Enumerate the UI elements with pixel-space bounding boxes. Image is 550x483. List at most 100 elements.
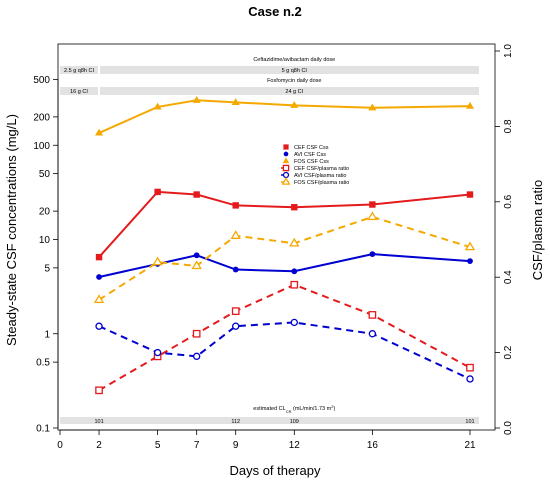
- x-tick-label-2: 5: [155, 440, 161, 451]
- plot-border: [57, 43, 496, 431]
- point-0-2: [193, 191, 200, 198]
- point-0-1: [154, 188, 161, 196]
- fos-band-main: [100, 87, 479, 95]
- left-tick-label-6: 50: [39, 169, 51, 180]
- point-3-3: [231, 307, 240, 315]
- clearance-value-1: 112: [231, 419, 240, 425]
- point-5-0: [93, 294, 105, 304]
- point-2-4: [290, 101, 299, 108]
- point-2-0: [94, 128, 104, 136]
- x-tick-label-7: 21: [464, 440, 476, 451]
- right-tick-label-5: 1.0: [503, 44, 514, 58]
- left-tick-label-7: 100: [33, 141, 50, 152]
- x-tick-label-3: 7: [194, 440, 200, 451]
- legend-marker-5: [281, 177, 291, 185]
- point-4-2: [192, 352, 201, 361]
- right-axis: 0.0 0.2 0.4 0.6 0.8 1.0: [495, 44, 514, 435]
- x-axis-label: Days of therapy: [229, 463, 321, 478]
- x-tick-label-4: 9: [233, 440, 239, 451]
- point-1-3: [232, 266, 239, 273]
- x-tick-label-6: 16: [367, 440, 379, 451]
- point-4-1: [153, 348, 162, 357]
- fos-left-label: 16 g CI: [70, 89, 88, 95]
- left-tick-label-0: 0.1: [36, 424, 50, 435]
- fos-band-left: [60, 87, 98, 95]
- legend-label-4: AVI CSF/plasma ratio: [294, 173, 346, 179]
- caz-band-main: [100, 66, 479, 74]
- left-tick-label-3: 5: [44, 263, 50, 274]
- series-line-0: [98, 190, 471, 258]
- point-5-2: [191, 260, 202, 270]
- point-0-6: [466, 191, 474, 198]
- chart-title: Case n.2: [248, 4, 301, 19]
- point-0-3: [232, 202, 239, 209]
- series-2: [94, 96, 475, 136]
- point-1-6: [467, 258, 473, 264]
- point-0-5: [369, 201, 376, 208]
- legend-marker-1: [283, 151, 289, 157]
- left-tick-label-1: 0.5: [36, 358, 50, 369]
- point-4-6: [466, 375, 474, 383]
- legend-marker-3: [282, 164, 290, 172]
- legend-marker-0: [283, 144, 289, 150]
- point-4-0: [95, 322, 103, 330]
- left-tick-label-9: 500: [33, 75, 50, 86]
- x-axis: 0 2 5 7 9 12 16 21: [57, 429, 476, 451]
- y-axis-right-label: CSF/plasma ratio: [530, 180, 545, 280]
- x-tick-label-5: 12: [289, 440, 301, 451]
- point-3-6: [466, 363, 474, 372]
- right-tick-label-1: 0.2: [503, 345, 514, 359]
- dose-bands: Ceftazidime/avibactam daily dose 2.5 g q8…: [60, 57, 479, 425]
- point-1-4: [291, 268, 298, 275]
- point-2-3: [231, 98, 240, 105]
- fos-dose-title: Fosfomycin daily dose: [267, 78, 321, 84]
- clearance-value-0: 101: [94, 419, 103, 425]
- point-2-6: [465, 101, 475, 109]
- legend-label-2: FOS CSF Css: [294, 159, 329, 165]
- x-tick-label-0: 0: [57, 440, 63, 451]
- point-0-0: [95, 253, 103, 261]
- point-2-5: [368, 103, 377, 111]
- point-5-6: [464, 241, 476, 251]
- series-line-3: [98, 283, 471, 392]
- legend-marker-2: [282, 157, 290, 164]
- series-line-1: [98, 253, 471, 278]
- point-5-1: [152, 256, 163, 266]
- left-tick-label-5: 20: [39, 207, 51, 218]
- left-tick-label-2: 1: [44, 329, 50, 340]
- series-4: [95, 318, 474, 383]
- caz-dose-title: Ceftazidime/avibactam daily dose: [253, 57, 335, 63]
- clearance-band: [60, 417, 479, 424]
- point-5-4: [289, 237, 300, 247]
- legend-label-3: CEF CSF/plasma ratio: [294, 166, 349, 172]
- point-1-0: [96, 274, 102, 280]
- point-2-2: [192, 96, 201, 103]
- plot-frame: [57, 43, 496, 431]
- legend-label-1: AVI CSF Css: [294, 152, 326, 158]
- caz-left-label: 2.5 g q8h CI: [64, 68, 94, 74]
- x-tick-label-1: 2: [96, 440, 102, 451]
- point-3-5: [368, 311, 377, 319]
- legend-marker-4: [282, 171, 290, 179]
- right-tick-label-0: 0.0: [503, 421, 514, 435]
- left-tick-label-4: 10: [39, 235, 51, 246]
- series-line-5: [98, 215, 471, 301]
- point-3-2: [192, 329, 201, 338]
- left-tick-label-8: 200: [33, 112, 50, 123]
- point-3-4: [290, 280, 299, 289]
- series-3: [95, 280, 474, 395]
- clearance-value-2: 109: [290, 419, 299, 425]
- caz-main-label: 5 g q8h CI: [282, 68, 308, 74]
- point-1-2: [193, 252, 200, 259]
- right-tick-label-3: 0.6: [503, 194, 514, 208]
- point-1-5: [369, 251, 376, 257]
- point-2-1: [153, 102, 162, 110]
- series-0: [95, 188, 474, 261]
- right-tick-label-4: 0.8: [503, 119, 514, 133]
- clearance-title: estimated CLCR (mL/min/1.73 m2): [253, 404, 335, 414]
- point-5-3: [230, 230, 241, 239]
- fos-main-label: 24 g CI: [285, 89, 303, 95]
- left-axis: 0.1 0.5 1 5 10 20 50 100 200 500: [33, 75, 59, 435]
- caz-band-left: [60, 66, 98, 74]
